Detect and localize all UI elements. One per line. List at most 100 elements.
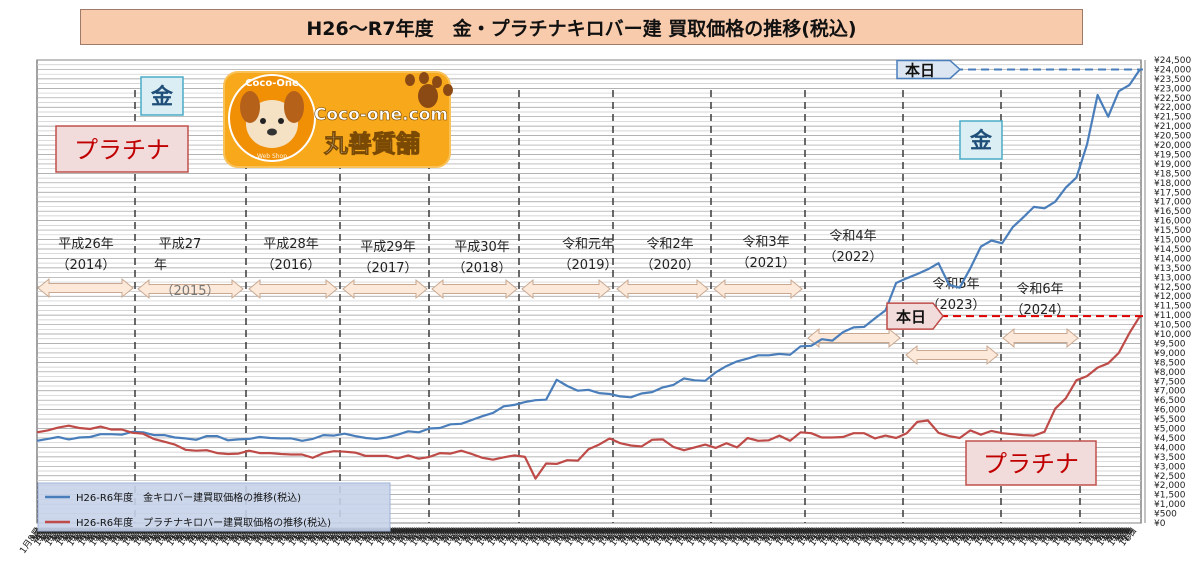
period-label: （2021） [736,256,795,271]
logo-small-text: Web Shop [257,153,287,160]
y-tick-label: ¥23,500 [1154,75,1191,85]
y-tick-label: ¥8,500 [1154,358,1186,368]
y-tick-label: ¥500 [1154,510,1177,520]
legend-entry: H26-R6年度 金キロバー建買取価格の推移(税込) [76,491,301,504]
period-label: （2023） [926,298,985,313]
platinum-label-2: プラチナ [983,450,1079,478]
y-tick-label: ¥22,500 [1154,94,1191,104]
period-label: 令和3年 [742,235,789,250]
y-tick-label: ¥3,000 [1154,462,1186,472]
period-label: （2022） [823,250,882,265]
y-tick-label: ¥21,000 [1154,122,1191,132]
y-tick-label: ¥15,000 [1154,236,1191,246]
period-label: （2024） [1010,303,1069,318]
y-tick-label: ¥14,000 [1154,254,1191,264]
y-tick-label: ¥11,000 [1154,311,1191,321]
gold-today-label: 本日 [905,61,935,79]
y-tick-label: ¥4,500 [1154,434,1186,444]
y-tick-label: ¥19,500 [1154,150,1191,160]
y-tick-label: ¥0 [1154,519,1166,529]
y-tick-label: ¥24,500 [1154,56,1191,66]
paw-icon [419,72,429,84]
y-tick-label: ¥18,500 [1154,169,1191,179]
logo-shop-name: 丸善質舗 [323,129,420,158]
period-label: 令和4年 [829,229,876,244]
y-tick-label: ¥4,000 [1154,443,1186,453]
period-label: （2014） [56,258,115,273]
dog-nose-icon [267,128,277,136]
platinum-label-1: プラチナ [74,136,170,164]
y-tick-label: ¥11,500 [1154,302,1191,312]
y-tick-label: ¥24,000 [1154,65,1191,75]
period-label: （2017） [358,261,417,276]
y-tick-label: ¥13,000 [1154,273,1191,283]
y-tick-label: ¥13,500 [1154,264,1191,274]
paw-icon [443,84,453,96]
dog-eye-icon [260,118,266,124]
period-label: （2018） [452,261,511,276]
gold-series-line [36,68,1141,442]
dog-ear-icon [240,91,260,123]
period-arrow [431,278,518,300]
y-tick-label: ¥7,500 [1154,377,1186,387]
platinum-label-2-box [965,440,1097,486]
dog-ear-icon [284,91,304,123]
period-label: 令和5年 [932,277,979,292]
period-arrow [616,278,709,300]
gold-today-callout [896,59,962,80]
period-label: 令和6年 [1016,282,1063,297]
period-arrow [905,344,999,366]
period-label: 平成27 [159,237,202,252]
y-tick-label: ¥12,500 [1154,283,1191,293]
y-tick-label: ¥19,000 [1154,160,1191,170]
platinum-series-line [36,315,1141,480]
y-axis: ¥0¥500¥1,000¥1,500¥2,000¥2,500¥3,000¥3,5… [1144,56,1191,529]
y-tick-label: ¥5,500 [1154,415,1186,425]
gold-label-2: 金 [969,128,993,154]
y-tick-label: ¥15,500 [1154,226,1191,236]
period-label: 年 [154,258,167,273]
y-tick-label: ¥9,000 [1154,349,1186,359]
y-tick-label: ¥17,000 [1154,198,1191,208]
y-tick-label: ¥1,000 [1154,500,1186,510]
paw-icon [418,84,438,108]
y-tick-label: ¥16,500 [1154,207,1191,217]
legend-entry: H26-R6年度 プラチナキロバー建買取価格の推移(税込) [76,516,331,529]
paw-icon [405,74,415,86]
period-label: 平成26年 [58,237,114,252]
chart-title: H26～R7年度 金・プラチナキロバー建 買取価格の推移(税込) [80,9,1083,45]
period-arrow [1002,327,1079,349]
period-arrow [137,278,244,300]
paw-icon [432,76,442,88]
gold-label-1-box [140,76,184,116]
gold-label-1: 金 [150,84,174,110]
period-label: （2020） [640,258,699,273]
y-tick-label: ¥20,500 [1154,132,1191,142]
y-tick-label: ¥21,500 [1154,113,1191,123]
y-tick-label: ¥17,500 [1154,188,1191,198]
y-tick-label: ¥6,000 [1154,406,1186,416]
platinum-today-label: 本日 [896,308,926,326]
logo-name: Coco-one.com [314,105,448,125]
y-tick-label: ¥1,500 [1154,491,1186,501]
period-arrow [807,327,901,349]
dog-eye-icon [278,118,284,124]
logo-arc-text: Coco-One [245,78,299,89]
period-arrow [342,278,428,300]
period-arrow [521,278,611,300]
period-arrow [248,278,338,300]
year-dividers [134,90,1081,523]
legend: H26-R6年度 金キロバー建買取価格の推移(税込) H26-R6年度 プラチナキ… [37,482,391,532]
y-tick-label: ¥2,000 [1154,481,1186,491]
period-labels: 平成26年 （2014） 平成27 年 （2015） 平成28年 （2016） 平成29年 （2… [37,229,1079,366]
logo: Coco-One Web Shop Coco-one.com 丸善質舗 [223,71,453,168]
y-tick-label: ¥6,500 [1154,396,1186,406]
y-tick-label: ¥3,500 [1154,453,1186,463]
y-tick-label: ¥7,000 [1154,387,1186,397]
period-label: （2019） [558,258,617,273]
y-tick-label: ¥14,500 [1154,245,1191,255]
y-tick-label: ¥5,000 [1154,425,1186,435]
period-label: 令和2年 [646,237,693,252]
